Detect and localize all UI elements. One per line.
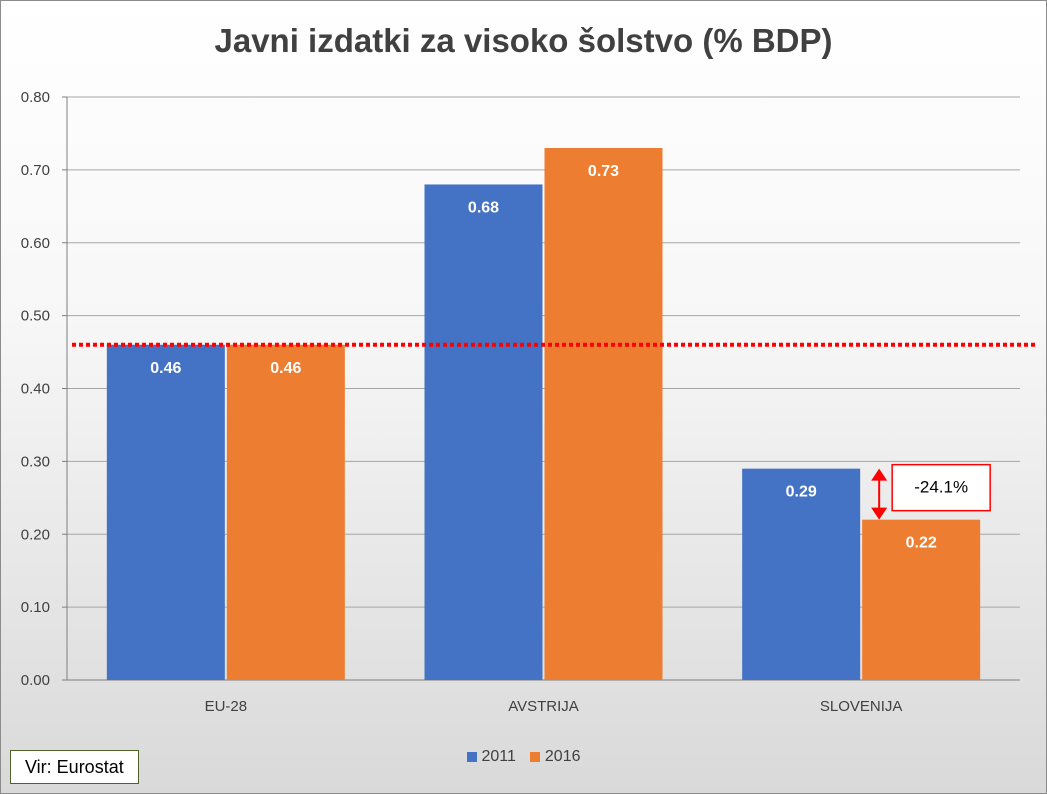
- data-labels: 0.46 0.46 0.68 0.73 0.29 0.22: [150, 163, 937, 552]
- data-label-slovenija-2016: 0.22: [906, 535, 937, 552]
- y-tick-label-2: 0.20: [21, 526, 50, 543]
- annotation-arrow-head-bottom: [871, 507, 888, 520]
- category-labels: EU-28 AVSTRIJA SLOVENIJA: [205, 698, 903, 715]
- data-label-eu-28-2011: 0.46: [150, 360, 181, 377]
- y-tick-label-1: 0.10: [21, 599, 50, 616]
- bars: [106, 148, 981, 680]
- legend: 2011 2016: [0, 748, 1047, 766]
- legend-label-2011: 2011: [481, 748, 516, 765]
- bar-eu-28-2011: [106, 344, 225, 680]
- source-box: Vir: Eurostat: [10, 750, 139, 784]
- annotation-arrow-head-top: [871, 468, 888, 481]
- y-tick-label-3: 0.30: [21, 453, 50, 470]
- category-label-1: AVSTRIJA: [508, 698, 579, 715]
- gridlines: [62, 96, 1020, 681]
- y-tick-label-0: 0.00: [21, 672, 50, 689]
- data-label-slovenija-2011: 0.29: [786, 484, 817, 501]
- y-tick-label-7: 0.70: [21, 162, 50, 179]
- bar-avstrija-2011: [424, 184, 543, 680]
- legend-item-2016: 2016: [529, 748, 581, 766]
- legend-swatch-2011: [466, 752, 477, 762]
- y-tick-label-8: 0.80: [21, 89, 50, 106]
- bar-eu-28-2016: [226, 344, 345, 680]
- bar-slovenija-2016: [862, 519, 981, 680]
- chart-title: Javni izdatki za visoko šolstvo (% BDP): [214, 22, 833, 59]
- bar-avstrija-2016: [544, 148, 663, 680]
- legend-item-2011: 2011: [466, 748, 516, 766]
- bar-slovenija-2011: [742, 468, 861, 680]
- annotation-box: [891, 463, 991, 512]
- y-axis-ticks: 0.00 0.10 0.20 0.30 0.40 0.50 0.60 0.70 0.80: [21, 89, 50, 689]
- legend-label-2016: 2016: [544, 748, 581, 765]
- data-label-eu-28-2016: 0.46: [270, 360, 301, 377]
- y-tick-label-6: 0.60: [21, 235, 50, 252]
- annotation-label: -24.1%: [914, 478, 968, 497]
- category-label-2: SLOVENIJA: [820, 698, 903, 715]
- category-label-0: EU-28: [205, 698, 248, 715]
- data-label-avstrija-2016: 0.73: [588, 163, 619, 180]
- y-tick-label-5: 0.50: [21, 308, 50, 325]
- annotation-group: -24.1%: [871, 463, 991, 520]
- y-tick-label-4: 0.40: [21, 381, 50, 398]
- data-label-avstrija-2011: 0.68: [468, 199, 499, 216]
- legend-swatch-2016: [529, 752, 540, 762]
